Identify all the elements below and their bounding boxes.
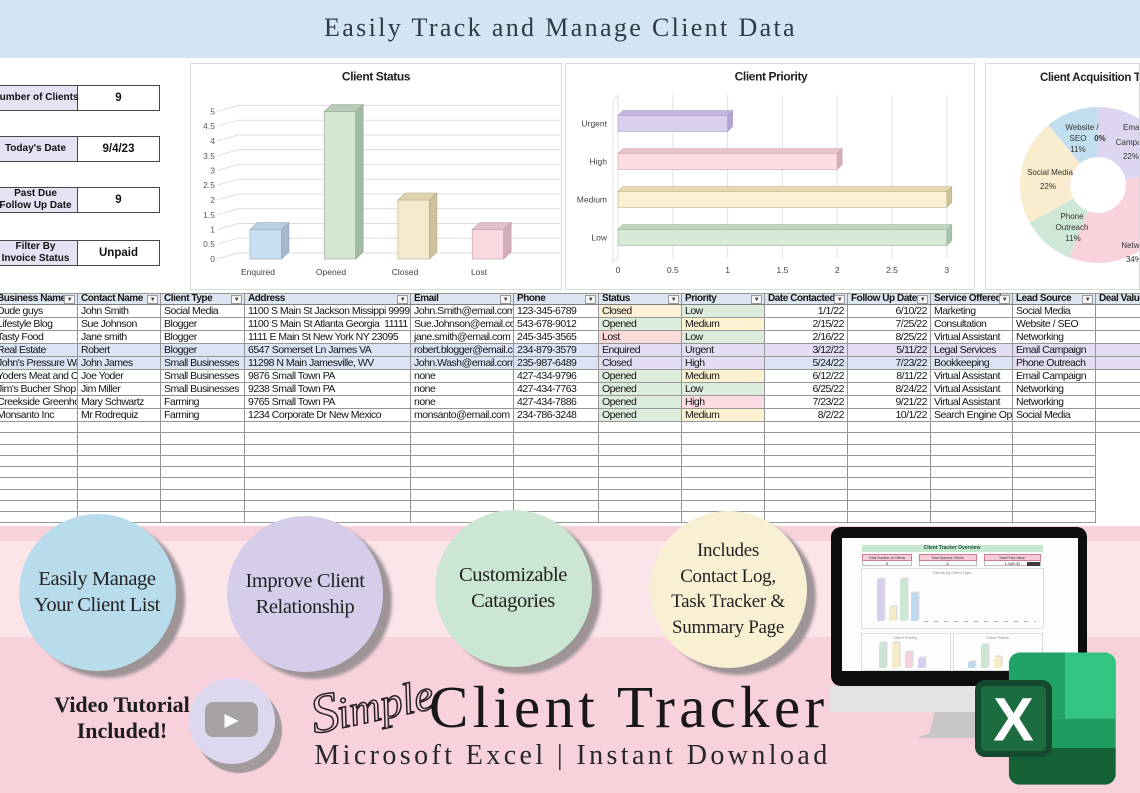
- svg-text:4: 4: [210, 136, 215, 146]
- svg-text:Phone: Phone: [1060, 212, 1084, 221]
- svg-text:SEO: SEO: [1070, 134, 1087, 143]
- svg-text:Network: Network: [1121, 241, 1139, 250]
- svg-text:1.5: 1.5: [203, 210, 215, 220]
- svg-text:Simple: Simple: [309, 662, 439, 747]
- svg-text:1.5: 1.5: [776, 265, 788, 275]
- svg-text:Outreach: Outreach: [1056, 223, 1089, 232]
- svg-text:11%: 11%: [1065, 234, 1080, 243]
- svg-text:3.5: 3.5: [203, 151, 215, 161]
- svg-text:Email: Email: [1123, 123, 1139, 132]
- svg-text:Urgent: Urgent: [581, 119, 607, 129]
- svg-text:X: X: [993, 686, 1034, 754]
- svg-text:2.5: 2.5: [886, 265, 898, 275]
- svg-text:3: 3: [944, 265, 949, 275]
- svg-text:Campaign: Campaign: [1116, 138, 1139, 147]
- svg-text:34%: 34%: [1126, 255, 1139, 264]
- svg-text:4.5: 4.5: [203, 121, 215, 131]
- svg-text:5: 5: [210, 107, 215, 117]
- svg-text:0.5: 0.5: [203, 239, 215, 249]
- svg-text:0%: 0%: [1094, 134, 1106, 143]
- svg-text:Social Media: Social Media: [1027, 168, 1073, 177]
- svg-text:Closed: Closed: [392, 267, 419, 277]
- svg-text:Client Priority: Client Priority: [735, 70, 808, 84]
- svg-text:Low: Low: [591, 233, 607, 243]
- svg-text:0: 0: [616, 265, 621, 275]
- svg-text:Medium: Medium: [577, 195, 607, 205]
- svg-text:Client Acquisition Typ: Client Acquisition Typ: [1040, 72, 1139, 84]
- svg-text:2.5: 2.5: [203, 180, 215, 190]
- svg-text:3: 3: [210, 166, 215, 176]
- svg-text:2: 2: [210, 195, 215, 205]
- svg-text:22%: 22%: [1123, 152, 1139, 161]
- svg-text:22%: 22%: [1040, 182, 1056, 191]
- svg-text:11%: 11%: [1070, 145, 1085, 154]
- svg-text:0.5: 0.5: [667, 265, 679, 275]
- svg-text:0: 0: [210, 254, 215, 264]
- svg-text:High: High: [590, 157, 608, 167]
- svg-text:1: 1: [725, 265, 730, 275]
- svg-text:1: 1: [210, 225, 215, 235]
- svg-text:Opened: Opened: [316, 267, 347, 277]
- svg-text:Enquired: Enquired: [241, 267, 275, 277]
- svg-text:Website /: Website /: [1065, 123, 1099, 132]
- svg-text:2: 2: [835, 265, 840, 275]
- svg-text:Client Status: Client Status: [342, 70, 411, 84]
- svg-text:Lost: Lost: [471, 267, 488, 277]
